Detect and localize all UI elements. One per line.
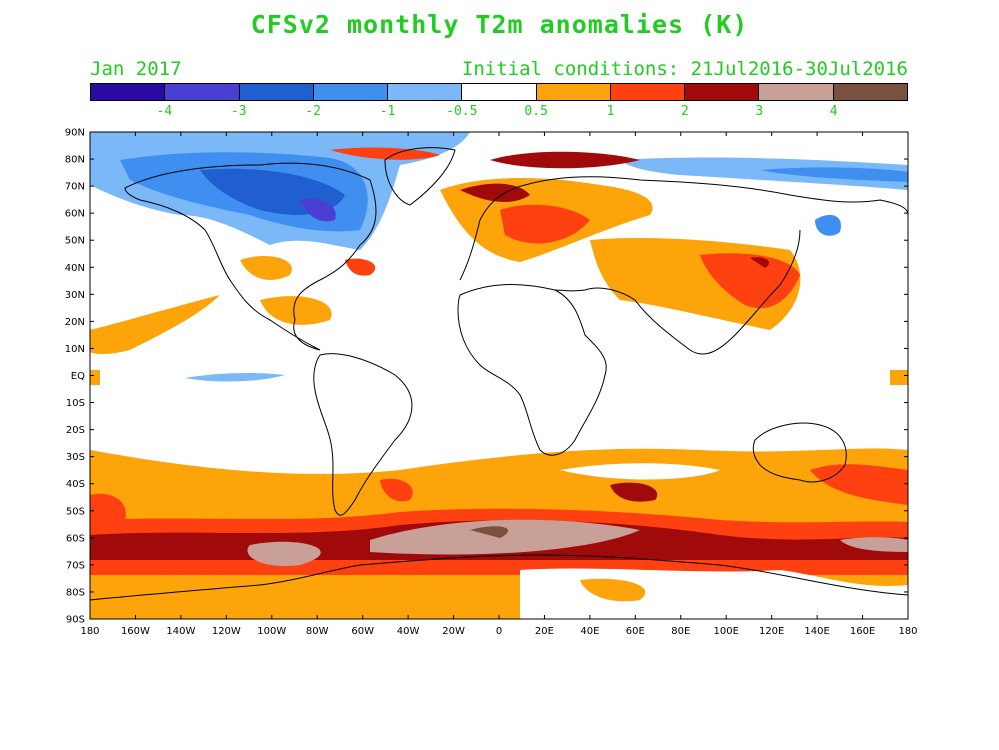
latitude-tick-label: 60N xyxy=(65,209,85,220)
valid-month-label: Jan 2017 xyxy=(90,58,182,80)
longitude-tick-label: 160E xyxy=(850,626,875,637)
longitude-tick-label: 180 xyxy=(80,626,99,637)
greenland-outline xyxy=(384,147,456,206)
longitude-tick-label: 40E xyxy=(580,626,599,637)
map-frame xyxy=(89,131,909,620)
latitude-tick-label: 70N xyxy=(65,182,85,193)
latitude-tick-label: EQ xyxy=(71,371,85,382)
latitude-tick-label: 30S xyxy=(66,452,85,463)
colorbar-label: 4 xyxy=(829,104,838,119)
longitude-tick-label: 100W xyxy=(257,626,286,637)
latitude-tick-label: 50N xyxy=(65,236,85,247)
colorbar-swatch xyxy=(462,84,537,100)
australia-outline xyxy=(752,422,847,483)
colorbar-label: -1 xyxy=(379,104,396,119)
latitude-tick-label: 40N xyxy=(65,263,85,274)
longitude-tick-label: 140E xyxy=(804,626,829,637)
coastlines xyxy=(90,147,908,601)
latitude-tick-label: 80N xyxy=(65,155,85,166)
colorbar-swatch xyxy=(388,84,463,100)
latitude-tick-label: 90S xyxy=(66,615,85,626)
latitude-tick-label: 10S xyxy=(66,398,85,409)
colorbar-label: 3 xyxy=(755,104,764,119)
longitude-tick-label: 120E xyxy=(759,626,784,637)
longitude-labels: 180 160W 140W 120W 100W 80W 60W 40W 20W 0 20E 40E 60… xyxy=(80,626,917,637)
longitude-tick-label: 0 xyxy=(496,626,502,637)
colorbar-swatch xyxy=(313,84,389,100)
longitude-tick-label: 140W xyxy=(166,626,195,637)
colorbar-swatch xyxy=(239,84,314,100)
map-title: CFSv2 monthly T2m anomalies (K) xyxy=(250,10,749,39)
latitude-tick-label: 10N xyxy=(65,344,85,355)
colorbar-swatch xyxy=(685,84,760,100)
colorbar-label: -3 xyxy=(230,104,247,119)
longitude-tick-label: 160W xyxy=(121,626,150,637)
longitude-tick-label: 100E xyxy=(714,626,739,637)
colorbar-swatch xyxy=(536,84,611,100)
latitude-tick-label: 70S xyxy=(66,560,85,571)
latitude-tick-label: 80S xyxy=(66,587,85,598)
colorbar-label: 0.5 xyxy=(524,104,548,119)
colorbar-labels: -4 -3 -2 -1 -0.5 0.5 1 2 3 4 xyxy=(90,104,908,120)
africa-outline xyxy=(457,284,607,456)
colorbar-label: -2 xyxy=(305,104,321,119)
antarctica-outline xyxy=(90,554,908,601)
colorbar-swatch xyxy=(91,84,166,100)
longitude-tick-label: 180 xyxy=(898,626,917,637)
colorbar-swatch xyxy=(165,84,240,100)
south-america-outline xyxy=(313,353,413,516)
longitude-tick-label: 60E xyxy=(626,626,645,637)
longitude-tick-label: 20E xyxy=(535,626,554,637)
colorbar-swatch xyxy=(610,84,686,100)
colorbar-label: 2 xyxy=(680,104,689,119)
colorbar-label: 1 xyxy=(606,104,615,119)
latitude-tick-label: 50S xyxy=(66,506,85,517)
latitude-tick-label: 60S xyxy=(66,533,85,544)
colorbar-label: -0.5 xyxy=(446,104,478,119)
colorbar-swatch xyxy=(759,84,834,100)
colorbar-swatch xyxy=(833,84,907,100)
latitude-tick-label: 90N xyxy=(65,128,85,139)
latitude-labels: 90N 80N 70N 60N 50N 40N 30N 20N 10N EQ 10S 20S 30S 40… xyxy=(65,128,85,626)
initial-conditions-label: Initial conditions: 21Jul2016-30Jul2016 xyxy=(461,58,908,80)
longitude-tick-label: 80E xyxy=(671,626,690,637)
latitude-tick-label: 20S xyxy=(66,425,85,436)
colorbar xyxy=(90,83,908,101)
longitude-tick-label: 20W xyxy=(442,626,465,637)
eurasia-outline xyxy=(459,176,908,355)
longitude-tick-label: 40W xyxy=(397,626,420,637)
north-america-outline xyxy=(124,162,377,351)
longitude-tick-label: 60W xyxy=(351,626,374,637)
latitude-tick-label: 20N xyxy=(65,317,85,328)
latitude-tick-label: 30N xyxy=(65,290,85,301)
colorbar-label: -4 xyxy=(156,104,173,119)
longitude-tick-label: 80W xyxy=(306,626,329,637)
longitude-tick-label: 120W xyxy=(212,626,241,637)
latitude-tick-label: 40S xyxy=(66,479,85,490)
